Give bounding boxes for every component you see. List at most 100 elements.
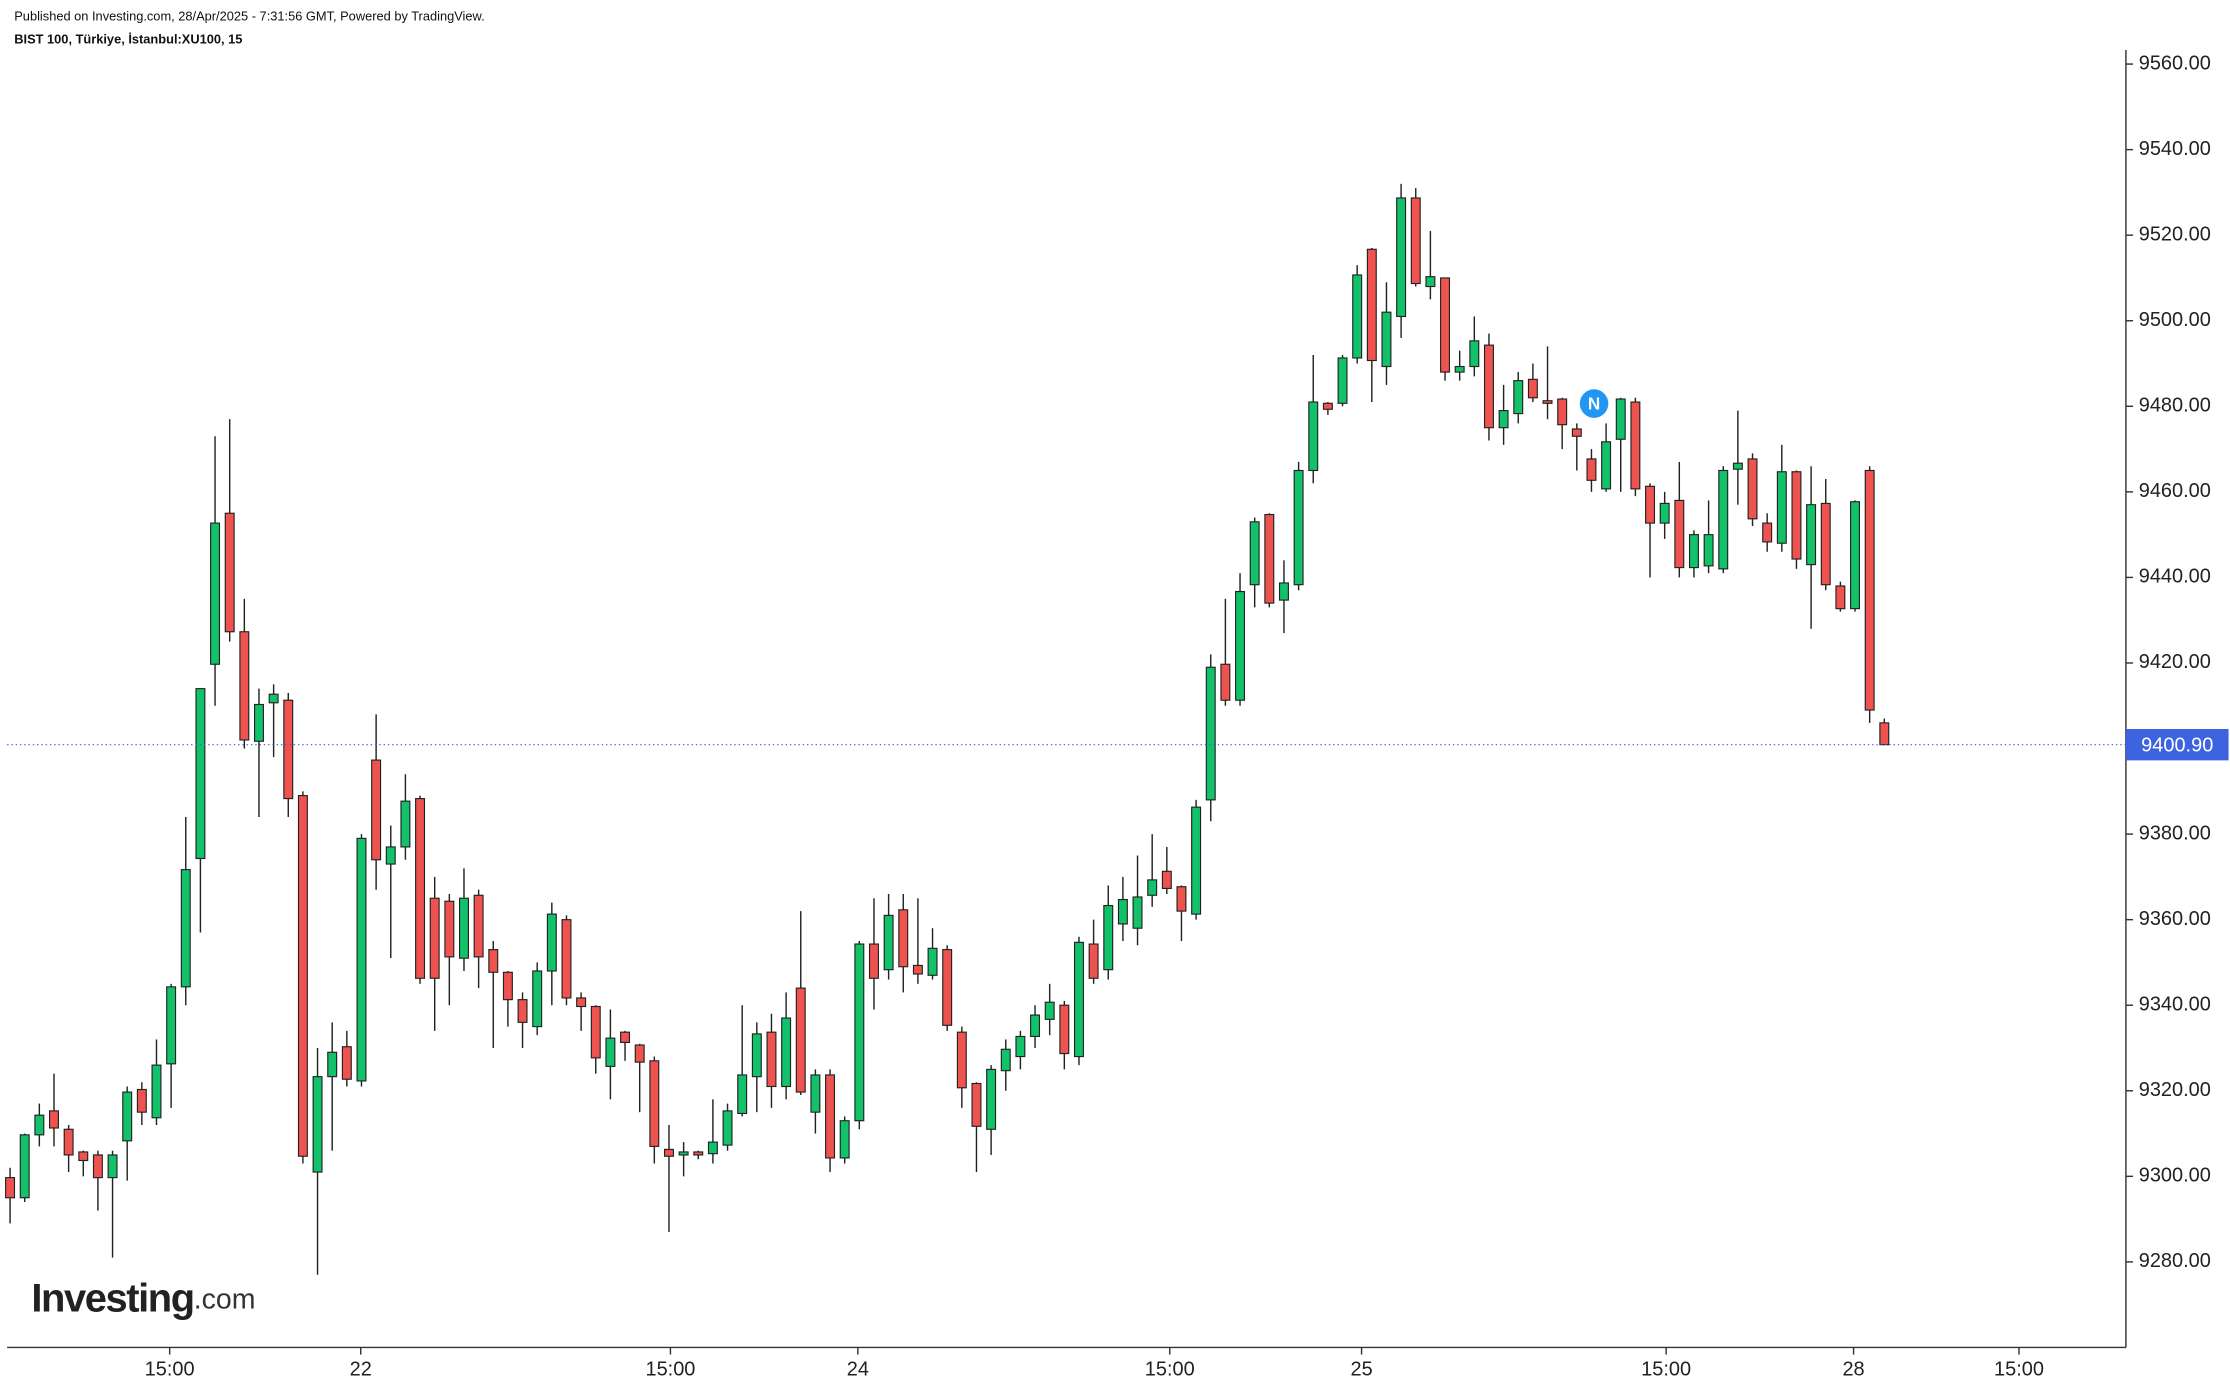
candle-body bbox=[1176, 886, 1187, 912]
y-tick-label: 9480.00 bbox=[2139, 395, 2211, 417]
candle-body bbox=[1396, 197, 1407, 318]
candle-body bbox=[781, 1017, 792, 1088]
candle-body bbox=[868, 943, 879, 979]
candle-body bbox=[195, 688, 206, 860]
candle-body bbox=[649, 1060, 660, 1147]
candle-body bbox=[956, 1031, 967, 1089]
x-tick-label: 25 bbox=[1350, 1359, 1372, 1381]
candle-body bbox=[825, 1074, 836, 1159]
candle-body bbox=[1688, 534, 1699, 569]
candle-body bbox=[1088, 943, 1099, 979]
candle-body bbox=[1513, 380, 1524, 415]
x-tick-label: 15:00 bbox=[645, 1359, 695, 1381]
candle-body bbox=[1879, 722, 1890, 746]
candle-body bbox=[1674, 499, 1685, 569]
candle-body bbox=[1571, 428, 1582, 437]
candle-body bbox=[239, 631, 250, 741]
logo: Investing.com bbox=[31, 1276, 255, 1320]
candle-body bbox=[1542, 400, 1553, 404]
candle-body bbox=[78, 1151, 89, 1162]
candle-body bbox=[151, 1064, 162, 1119]
candle-body bbox=[34, 1114, 45, 1136]
candle-body bbox=[429, 897, 440, 979]
candle-body bbox=[19, 1134, 30, 1199]
y-tick-label: 9280.00 bbox=[2139, 1250, 2211, 1272]
candle-body bbox=[546, 913, 557, 972]
candle-body bbox=[590, 1005, 601, 1059]
candle-body bbox=[5, 1177, 16, 1199]
candle-body bbox=[634, 1044, 645, 1063]
candle-body bbox=[1615, 398, 1626, 440]
candle-body bbox=[693, 1151, 704, 1156]
candle-body bbox=[1630, 401, 1641, 490]
candle-body bbox=[561, 919, 572, 999]
candle-body bbox=[1659, 502, 1670, 524]
candle-body bbox=[210, 522, 221, 665]
candle-body bbox=[458, 897, 469, 959]
candle-body bbox=[722, 1110, 733, 1146]
candle-body bbox=[766, 1031, 777, 1088]
candle-body bbox=[517, 999, 528, 1023]
candle-body bbox=[678, 1151, 689, 1156]
candle-body bbox=[605, 1037, 616, 1067]
candle-body bbox=[1806, 504, 1817, 566]
published-note: Published on Investing.com, 28/Apr/2025 … bbox=[14, 9, 484, 24]
candle-body bbox=[1527, 378, 1538, 399]
candle-body bbox=[1308, 401, 1319, 472]
candle-body bbox=[473, 894, 484, 958]
candle-body bbox=[268, 693, 279, 704]
candle-body bbox=[1601, 441, 1612, 490]
candle-body bbox=[63, 1128, 74, 1156]
y-tick-label: 9440.00 bbox=[2139, 566, 2211, 588]
candle-body bbox=[1030, 1014, 1041, 1038]
x-tick-label: 15:00 bbox=[1145, 1359, 1195, 1381]
x-tick-label: 28 bbox=[1842, 1359, 1864, 1381]
y-tick-label: 9300.00 bbox=[2139, 1165, 2211, 1187]
candle-body bbox=[224, 512, 235, 633]
candle-body bbox=[356, 837, 367, 1082]
news-marker[interactable]: N bbox=[1579, 389, 1609, 418]
candle-body bbox=[253, 703, 264, 742]
candle-body bbox=[341, 1046, 352, 1080]
candle-body bbox=[1498, 410, 1509, 429]
x-tick-label: 15:00 bbox=[1994, 1359, 2044, 1381]
candle-body bbox=[1103, 904, 1114, 971]
candle-body bbox=[1337, 357, 1348, 404]
symbol-title: BIST 100, Türkiye, İstanbul:XU100, 15 bbox=[14, 31, 242, 46]
candle-body bbox=[810, 1074, 821, 1113]
candle-body bbox=[1850, 501, 1861, 610]
y-tick-label: 9500.00 bbox=[2139, 309, 2211, 331]
candle-body bbox=[751, 1033, 762, 1078]
x-tick-label: 22 bbox=[350, 1359, 372, 1381]
y-tick-label: 9340.00 bbox=[2139, 993, 2211, 1015]
news-marker-text: N bbox=[1588, 394, 1600, 413]
candle-body bbox=[986, 1068, 997, 1130]
candle-body bbox=[312, 1076, 323, 1173]
candle-body bbox=[1440, 277, 1451, 373]
candle-body bbox=[1864, 469, 1875, 711]
candle-body bbox=[48, 1110, 59, 1129]
candle-body bbox=[663, 1148, 674, 1157]
candle-body bbox=[297, 795, 308, 1157]
candle-body bbox=[1278, 582, 1289, 601]
y-tick-label: 9380.00 bbox=[2139, 822, 2211, 844]
candle-body bbox=[1293, 469, 1304, 586]
x-tick-label: 15:00 bbox=[145, 1359, 195, 1381]
y-tick-label: 9420.00 bbox=[2139, 651, 2211, 673]
candle-body bbox=[532, 970, 543, 1028]
candle-body bbox=[107, 1154, 118, 1179]
y-tick-label: 9560.00 bbox=[2139, 52, 2211, 74]
candle-body bbox=[327, 1051, 338, 1078]
candle-body bbox=[1235, 590, 1246, 701]
candle-body bbox=[971, 1082, 982, 1127]
candle-body bbox=[927, 947, 938, 976]
candle-body bbox=[371, 759, 382, 861]
candle-body bbox=[839, 1120, 850, 1159]
candle-body bbox=[576, 997, 587, 1008]
y-tick-label: 9540.00 bbox=[2139, 138, 2211, 160]
candle-body bbox=[502, 971, 513, 1001]
news-marker-circle bbox=[1579, 389, 1609, 418]
candle-body bbox=[1249, 521, 1260, 586]
candle-body bbox=[1322, 402, 1333, 410]
